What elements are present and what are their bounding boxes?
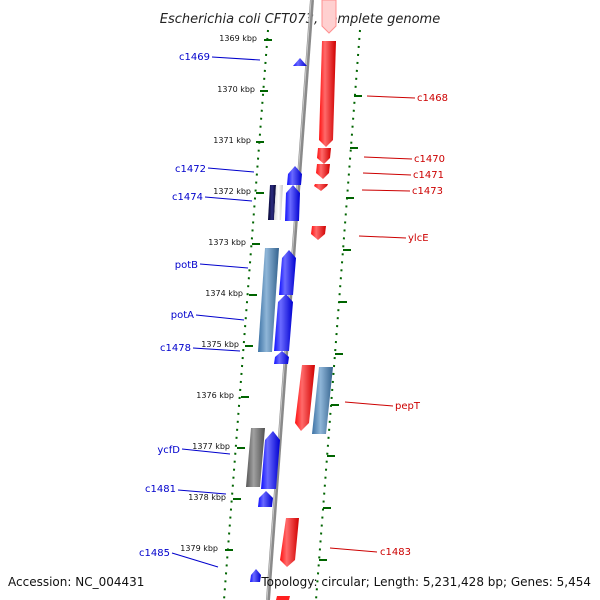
gene-c1470[interactable] <box>317 148 331 164</box>
left-leader-lines <box>171 56 261 568</box>
tick-label: 1375 kbp <box>201 340 239 349</box>
gene-feature-top[interactable] <box>321 0 337 34</box>
leader-potB <box>199 263 249 269</box>
tick-label: 1374 kbp <box>205 289 243 298</box>
leader-pepT <box>344 401 394 407</box>
gene-potA-blue[interactable] <box>274 294 293 351</box>
left-labels: c1469 c1472 c1474 potB potA c1478 ycfD c… <box>139 52 210 559</box>
leader-c1470 <box>363 156 413 160</box>
map-title: Escherichia coli CFT073, complete genome <box>160 12 440 27</box>
gene-label-potB[interactable]: potB <box>175 260 198 271</box>
gene-feature-bottom[interactable] <box>276 596 290 600</box>
gene-c1474-light[interactable] <box>274 185 283 220</box>
right-labels: c1468 c1470 c1471 c1473 ylcE pepT c1483 <box>380 93 448 558</box>
gene-label-c1483[interactable]: c1483 <box>380 547 411 558</box>
leader-ylcE <box>358 235 407 239</box>
gene-label-c1470[interactable]: c1470 <box>414 154 445 165</box>
leader-c1472 <box>207 167 255 173</box>
gene-ycfD[interactable] <box>246 428 265 487</box>
gene-ylcE[interactable] <box>311 226 326 240</box>
leader-c1473 <box>361 189 411 192</box>
leader-c1483 <box>329 547 378 553</box>
gene-label-c1485[interactable]: c1485 <box>139 548 170 559</box>
gene-c1478[interactable] <box>274 351 289 364</box>
gene-c1468[interactable] <box>319 41 336 147</box>
reverse-strand-features <box>276 0 337 600</box>
leader-c1481 <box>177 489 227 495</box>
tick-group: 1369 kbp 1370 kbp 1371 kbp 1372 kbp 1373… <box>180 34 362 561</box>
gene-pepT-companion[interactable] <box>312 367 333 434</box>
gene-c1481[interactable] <box>258 491 273 507</box>
tick-label: 1369 kbp <box>219 34 257 43</box>
gene-label-ycfD[interactable]: ycfD <box>157 445 180 456</box>
leader-c1469 <box>211 56 261 61</box>
gene-potB[interactable] <box>258 248 279 352</box>
gene-c1483[interactable] <box>280 518 299 567</box>
leader-c1485 <box>171 552 219 568</box>
gene-c1474-dark[interactable] <box>268 185 276 220</box>
tick-label: 1370 kbp <box>217 85 255 94</box>
leader-c1478 <box>192 347 241 352</box>
gene-ycfD-blue[interactable] <box>261 431 280 489</box>
gene-c1472[interactable] <box>287 166 302 185</box>
gene-c1474[interactable] <box>285 185 300 221</box>
gene-label-c1481[interactable]: c1481 <box>145 484 176 495</box>
right-leader-lines <box>329 95 416 553</box>
gene-c1485[interactable] <box>250 569 261 582</box>
gene-c1469[interactable] <box>293 58 307 66</box>
gene-label-c1471[interactable]: c1471 <box>413 170 444 181</box>
gene-label-c1478[interactable]: c1478 <box>160 343 191 354</box>
leader-ycfD <box>181 448 231 455</box>
tick-label: 1378 kbp <box>188 493 226 502</box>
gene-label-c1469[interactable]: c1469 <box>179 52 210 63</box>
topology-text: Topology: circular; Length: 5,231,428 bp… <box>260 575 591 589</box>
gene-label-c1473[interactable]: c1473 <box>412 186 443 197</box>
tick-label: 1371 kbp <box>213 136 251 145</box>
tick-label: 1379 kbp <box>180 544 218 553</box>
gene-label-pepT[interactable]: pepT <box>395 401 421 412</box>
tick-label: 1377 kbp <box>192 442 230 451</box>
gene-potB-blue[interactable] <box>279 250 296 295</box>
accession-text: Accession: NC_004431 <box>8 575 144 589</box>
tick-label: 1373 kbp <box>208 238 246 247</box>
gene-c1471[interactable] <box>316 164 330 179</box>
gene-label-c1468[interactable]: c1468 <box>417 93 448 104</box>
gene-c1473[interactable] <box>314 184 328 191</box>
leader-c1474 <box>204 196 253 202</box>
leader-c1468 <box>366 95 416 99</box>
gene-pepT[interactable] <box>295 365 315 431</box>
gene-label-potA[interactable]: potA <box>171 310 194 321</box>
gene-label-c1472[interactable]: c1472 <box>175 164 206 175</box>
gene-label-ylcE[interactable]: ylcE <box>408 233 429 244</box>
tick-label: 1376 kbp <box>196 391 234 400</box>
gene-label-c1474[interactable]: c1474 <box>172 192 203 203</box>
leader-c1471 <box>362 172 412 176</box>
tick-label: 1372 kbp <box>213 187 251 196</box>
forward-strand-features <box>250 58 307 582</box>
leader-potA <box>195 314 245 321</box>
